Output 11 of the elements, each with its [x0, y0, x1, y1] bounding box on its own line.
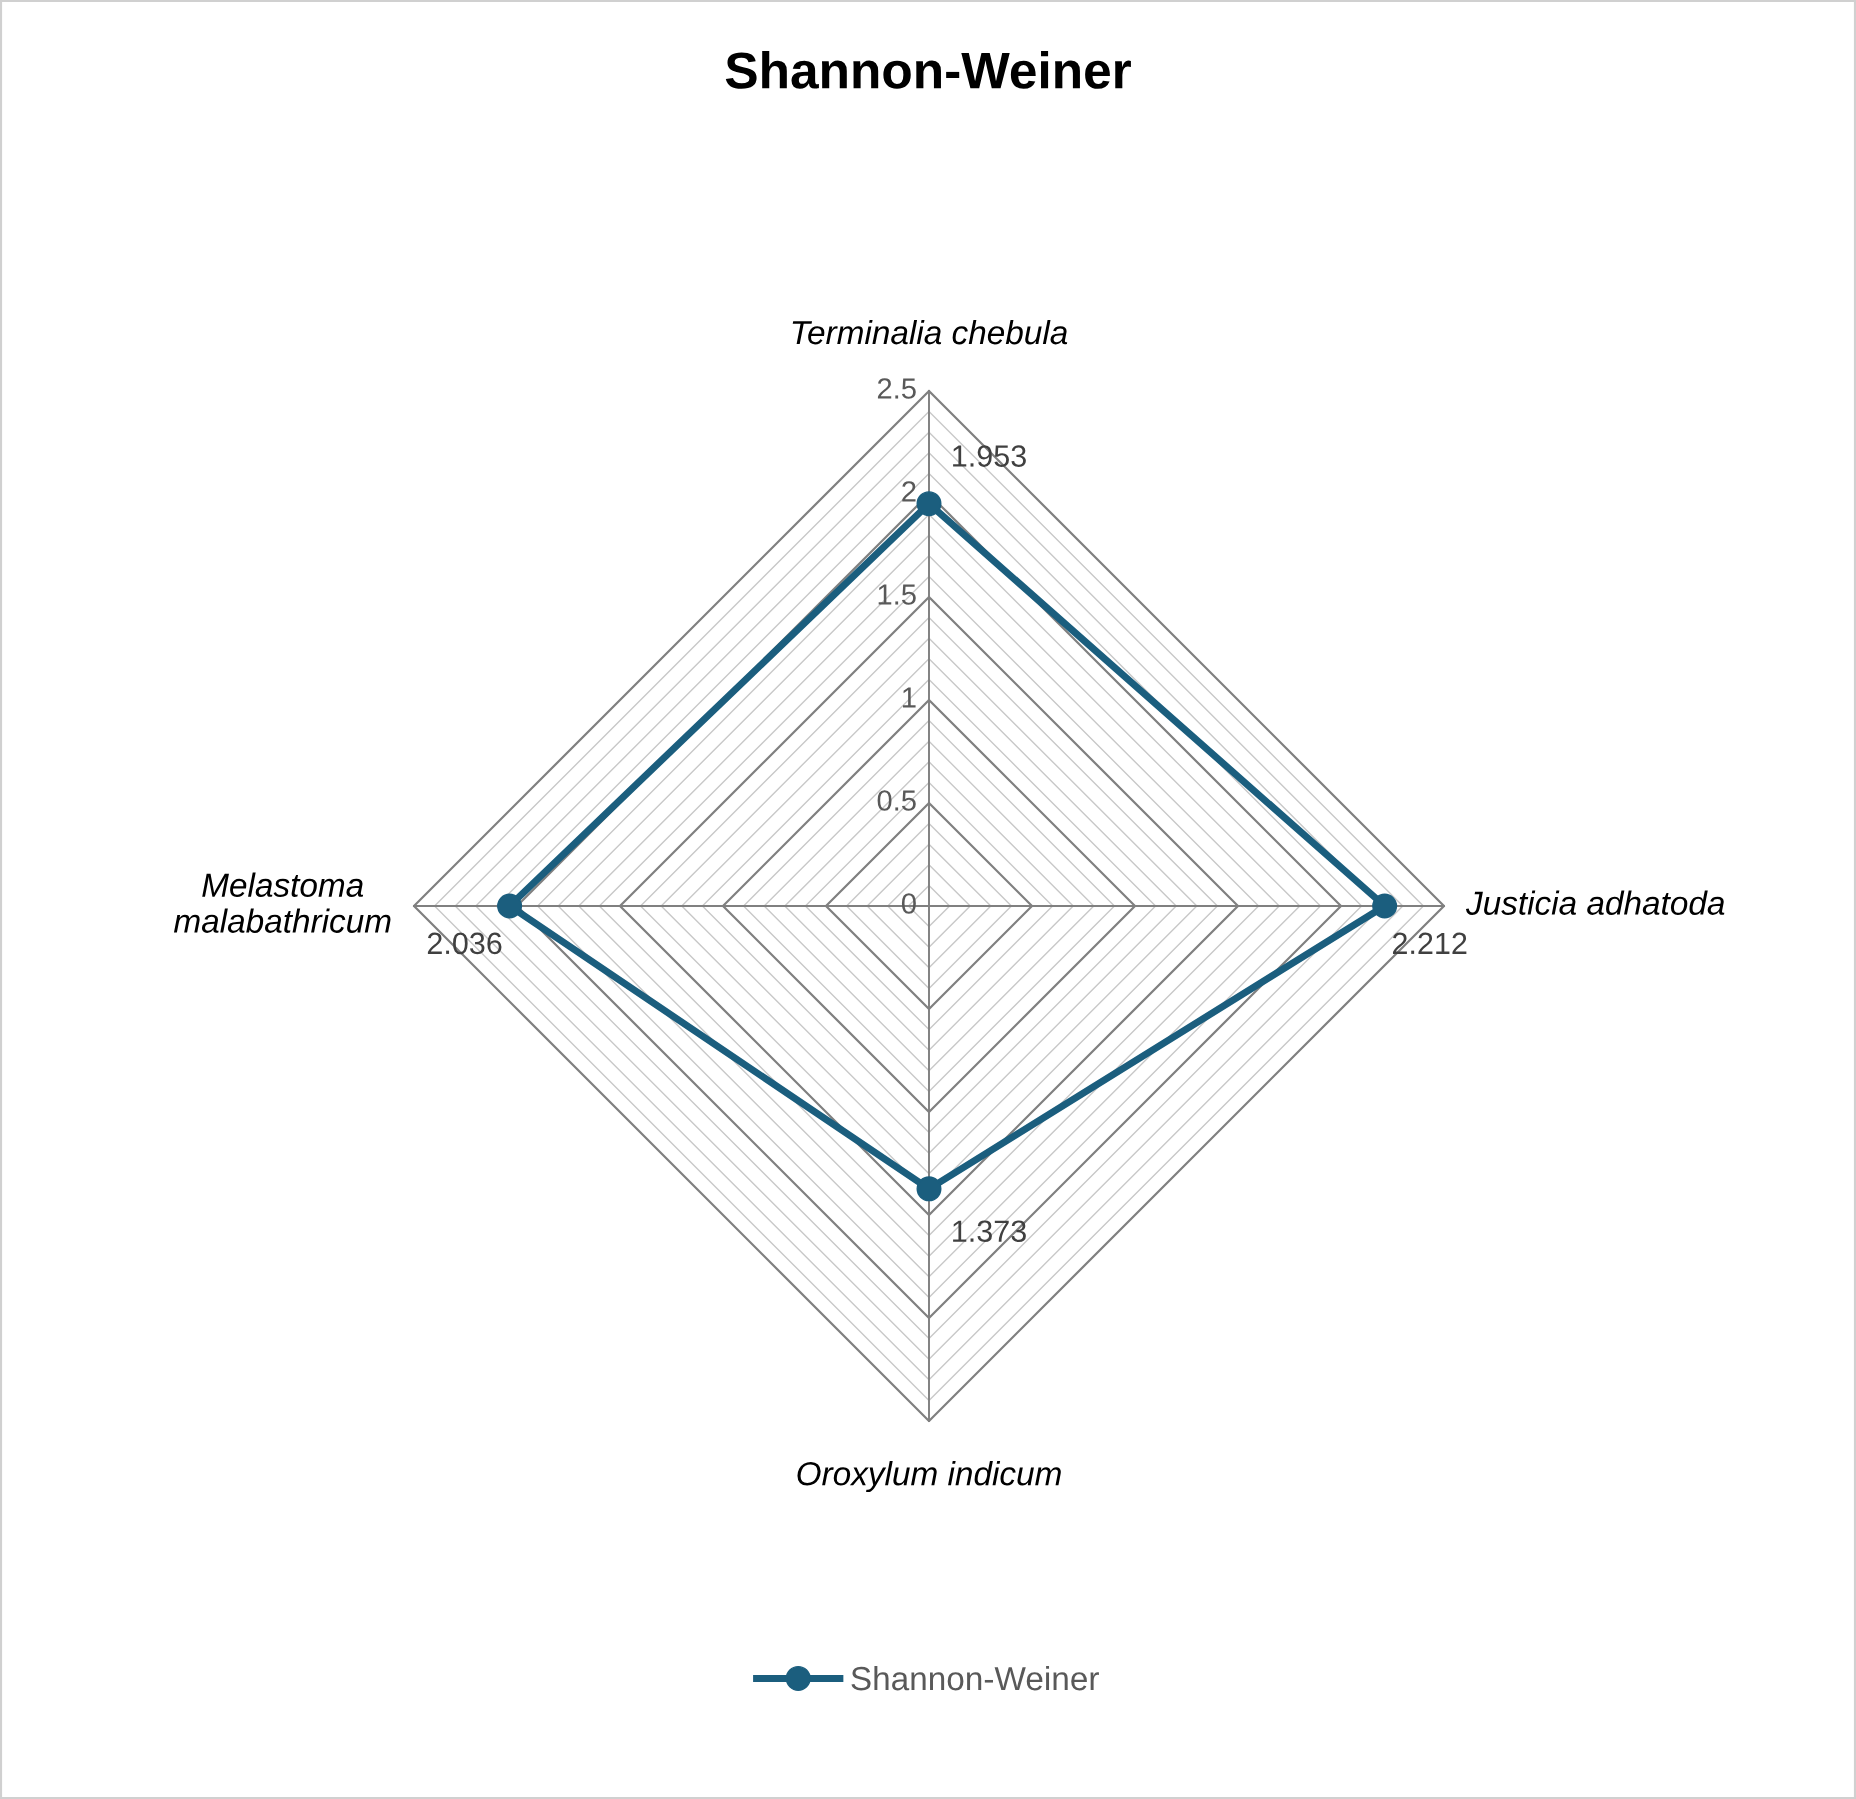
spoke-label: Justicia adhatoda [1465, 890, 1725, 915]
chart-title: Shannon-Weiner [725, 51, 1131, 89]
y-tick-label: 2.5 [877, 378, 916, 399]
y-tick-label: 1.5 [878, 584, 916, 605]
legend-label: Shannon-Weiner [851, 1665, 1099, 1691]
y-tick-label: 0.5 [877, 790, 916, 811]
y-tick-label: 1 [903, 687, 916, 708]
y-tick-label: 2 [902, 481, 916, 502]
spoke-label: Melastoma malabathricum [173, 872, 391, 933]
spoke-label: Oroxylum indicum [797, 1461, 1061, 1493]
spoke-label: Terminalia chebula [792, 319, 1068, 345]
